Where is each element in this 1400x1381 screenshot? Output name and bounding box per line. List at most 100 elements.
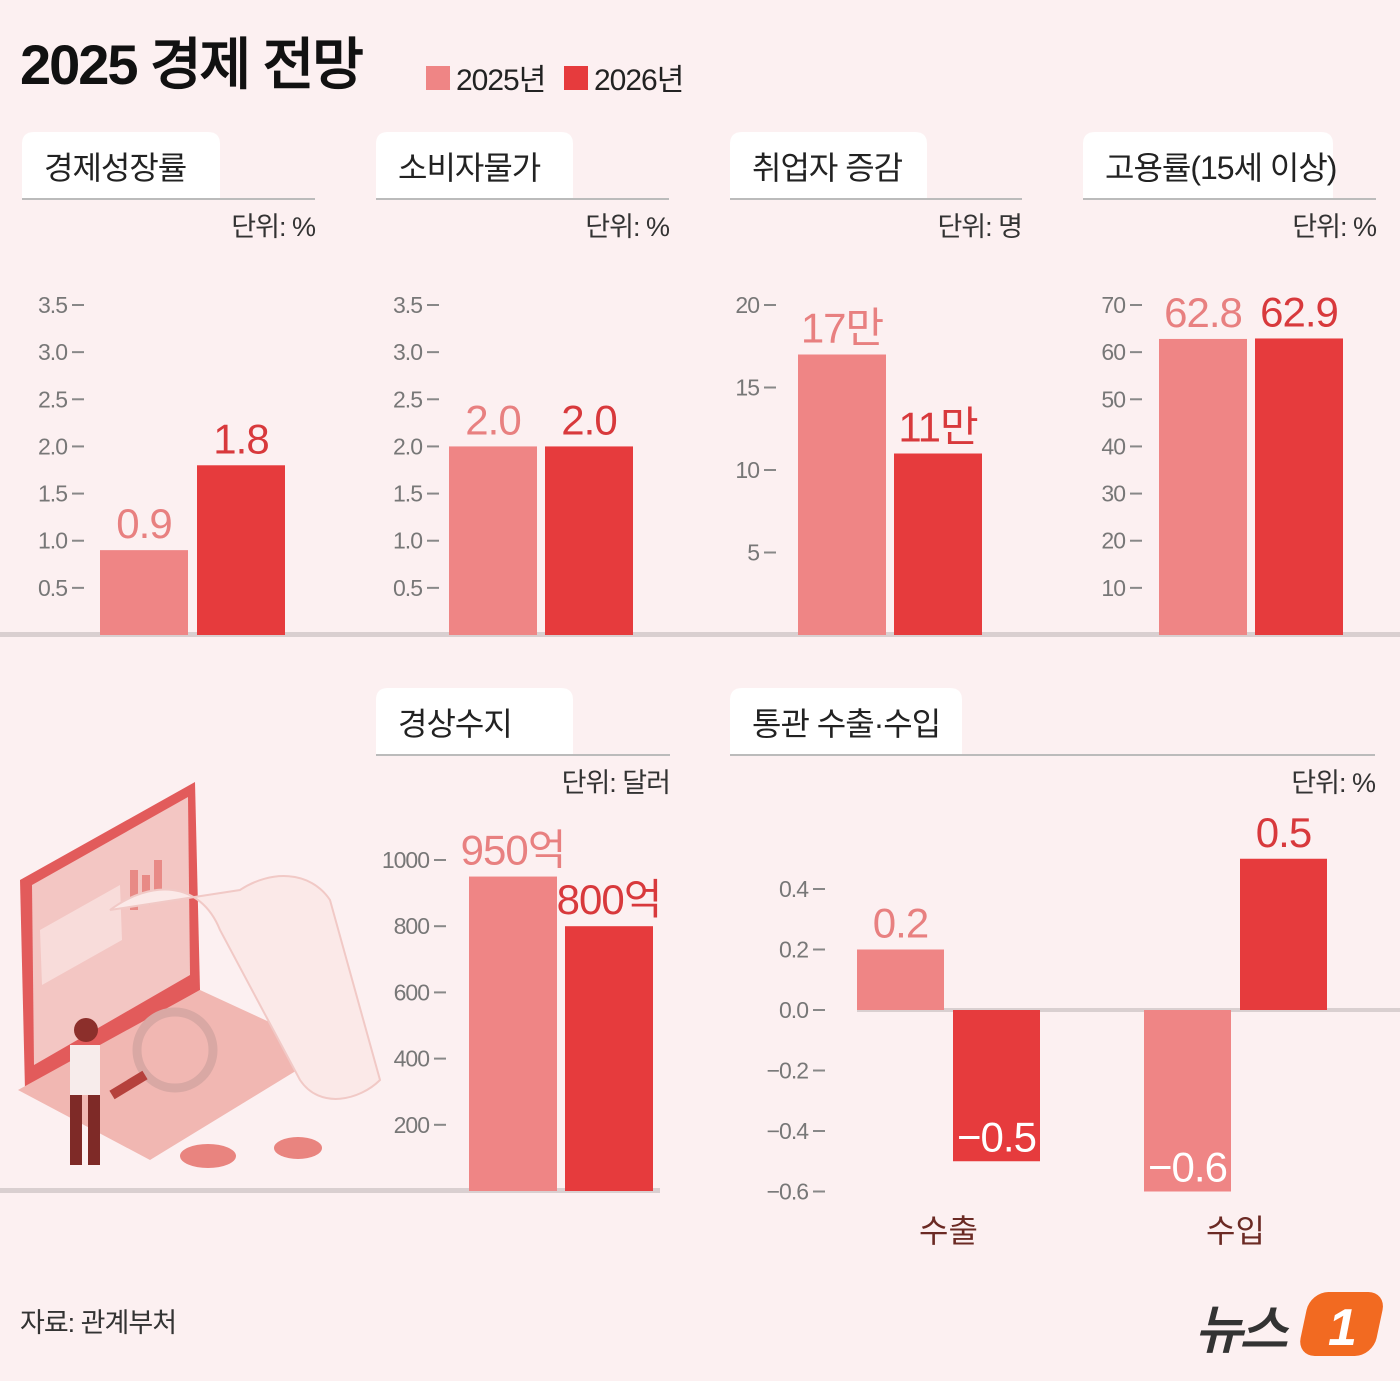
- bar-2025년-0: [798, 354, 886, 635]
- data-label: 17만: [801, 305, 884, 352]
- chart-title-tab: [22, 132, 220, 198]
- data-label: 0.5: [1256, 809, 1311, 856]
- bar-2025년-0: [100, 550, 188, 635]
- y-tick-label: 1.5: [38, 481, 67, 507]
- y-tick-label: 70: [1101, 292, 1125, 318]
- source-note: 자료: 관계부처: [20, 1308, 176, 1338]
- unit-label: 단위: %: [231, 212, 316, 242]
- baseline-bottom-left: [0, 1188, 660, 1193]
- bar-2026년-0: [545, 446, 633, 635]
- data-label: 0.9: [116, 500, 171, 547]
- bar-2026년-0: [1255, 338, 1343, 635]
- y-tick-label: 3.0: [38, 339, 67, 365]
- bar-2026년-0: [565, 926, 653, 1191]
- y-tick-label: 0.4: [779, 876, 809, 902]
- y-tick-label: 30: [1101, 481, 1125, 507]
- bar-2025년-0: [449, 446, 537, 635]
- news1-logo: 뉴스 1: [1195, 1292, 1383, 1360]
- y-tick-label: 1.0: [38, 528, 67, 554]
- y-tick-label: 10: [1101, 575, 1125, 601]
- category-label: 수출: [919, 1213, 978, 1249]
- chart-title: 고용률(15세 이상): [1105, 150, 1336, 186]
- bar-2025년-0: [1159, 338, 1247, 635]
- data-label: −0.5: [957, 1113, 1036, 1160]
- legend-label-2026: 2026년: [594, 64, 683, 97]
- y-tick-label: 2.0: [38, 433, 67, 459]
- y-tick-label: 20: [735, 292, 759, 318]
- unit-label: 단위: %: [1291, 768, 1376, 798]
- y-tick-label: 1.0: [393, 528, 422, 554]
- y-tick-label: 50: [1101, 386, 1125, 412]
- chart-title: 취업자 증감: [752, 150, 903, 186]
- y-tick-label: 10: [735, 457, 759, 483]
- chart-title-tab: [376, 132, 573, 198]
- y-tick-label: 400: [394, 1046, 430, 1072]
- y-tick-label: 0.5: [393, 575, 422, 601]
- y-tick-label: 800: [394, 913, 430, 939]
- legend-label-2025: 2025년: [456, 64, 545, 97]
- bar-2025년-0: [469, 876, 557, 1191]
- bar-2026년-0: [953, 1010, 1040, 1162]
- svg-text:1: 1: [1328, 1299, 1357, 1357]
- legend: 2025년 2026년: [426, 64, 684, 97]
- legend-swatch-2026: [564, 66, 588, 90]
- y-tick-label: 600: [394, 979, 430, 1005]
- data-label: 62.9: [1260, 288, 1338, 335]
- data-label: 2.0: [465, 396, 520, 443]
- unit-label: 단위: %: [585, 212, 670, 242]
- unit-label: 단위: 명: [937, 212, 1022, 242]
- y-tick-label: 3.0: [393, 339, 422, 365]
- data-label: −0.6: [1148, 1144, 1227, 1191]
- chart-title-tab: [376, 688, 573, 754]
- data-label: 800억: [557, 876, 662, 923]
- coin-stack: [180, 1144, 236, 1168]
- y-tick-label: 2.5: [393, 386, 422, 412]
- chart-title: 경상수지: [398, 706, 512, 742]
- chart-title-tab: [1083, 132, 1333, 198]
- zero-line: [857, 1008, 1400, 1012]
- y-tick-label: −0.2: [767, 1058, 809, 1084]
- bar-2026년-0: [894, 453, 982, 635]
- bar-2025년-1: [1144, 1010, 1231, 1192]
- data-label: 62.8: [1164, 289, 1242, 336]
- y-tick-label: 5: [747, 540, 759, 566]
- y-tick-label: 3.5: [393, 292, 422, 318]
- y-tick-label: 1.5: [393, 481, 422, 507]
- y-tick-label: 1000: [382, 847, 429, 873]
- unit-label: 단위: %: [1292, 212, 1377, 242]
- legend-swatch-2025: [426, 66, 450, 90]
- magnifier-icon: [132, 1007, 218, 1093]
- analysis-illustration: [18, 782, 382, 1168]
- y-tick-label: 3.5: [38, 292, 67, 318]
- chart-title: 통관 수출·수입: [752, 706, 940, 742]
- y-tick-label: 15: [735, 375, 759, 401]
- bar-2026년-1: [1240, 858, 1327, 1010]
- y-tick-label: −0.4: [767, 1118, 810, 1144]
- data-label: 11만: [898, 404, 978, 451]
- chart-title: 소비자물가: [398, 150, 541, 186]
- y-tick-label: 0.5: [38, 575, 67, 601]
- chart-title-tab: [730, 688, 962, 754]
- person-figure: [74, 1018, 98, 1042]
- data-label: 950억: [461, 827, 566, 874]
- y-tick-label: 0.2: [779, 937, 808, 963]
- unit-label: 단위: 달러: [562, 768, 670, 798]
- chart-4: 고용률(15세 이상) 단위: % 10 20 30 40 50 60 70 62.8 62.9: [1083, 132, 1378, 635]
- y-tick-label: 2.5: [38, 386, 67, 412]
- y-tick-label: 60: [1101, 339, 1125, 365]
- bar-2026년-0: [197, 465, 285, 635]
- y-tick-label: 200: [394, 1112, 430, 1138]
- bar-2025년-0: [857, 949, 944, 1010]
- y-tick-label: 20: [1101, 528, 1125, 554]
- paper-scroll: [109, 875, 382, 1100]
- data-label: 0.2: [873, 900, 928, 947]
- y-tick-label: −0.6: [767, 1179, 809, 1205]
- baseline-top-row: [0, 632, 1400, 637]
- y-tick-label: 2.0: [393, 433, 422, 459]
